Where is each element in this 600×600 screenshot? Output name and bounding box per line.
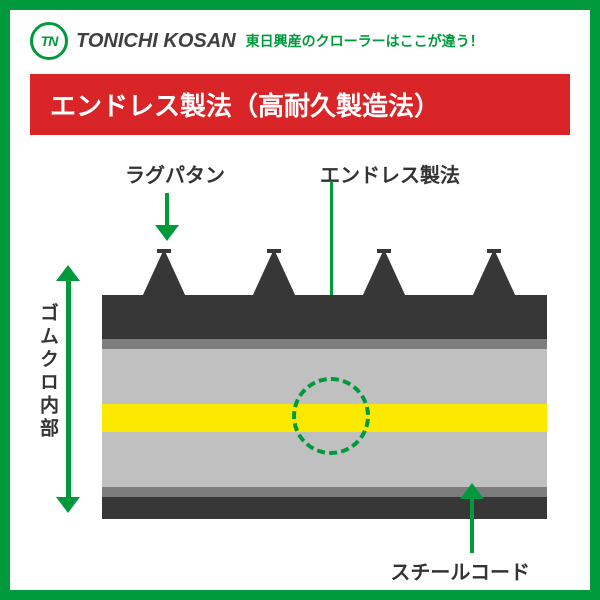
label-internal: ゴムクロ内部 bbox=[34, 303, 61, 441]
label-endless: エンドレス製法 bbox=[320, 159, 460, 188]
lug-row bbox=[102, 249, 547, 297]
arrow-down-icon bbox=[165, 193, 169, 227]
label-lug-pattern: ラグパタン bbox=[125, 159, 225, 188]
company-name: TONICHI KOSAN bbox=[76, 30, 236, 53]
lug-shape bbox=[472, 249, 516, 297]
diagram-area: ラグパタン エンドレス製法 ゴムクロ内部 スチールコード bbox=[10, 153, 590, 593]
layer-steel-top bbox=[102, 339, 547, 349]
highlight-circle-icon bbox=[292, 377, 370, 455]
lug-shape bbox=[362, 249, 406, 297]
lug-shape bbox=[252, 249, 296, 297]
double-arrow-icon bbox=[66, 279, 71, 499]
layer-belt-top bbox=[102, 295, 547, 339]
label-steel-cord: スチールコード bbox=[390, 556, 530, 585]
logo-abbrev: TN bbox=[41, 33, 58, 49]
main-container: TN TONICHI KOSAN 東日興産のクローラーはここが違う！ エンドレス… bbox=[0, 0, 600, 600]
tagline: 東日興産のクローラーはここが違う！ bbox=[246, 31, 484, 51]
logo-icon: TN bbox=[30, 22, 68, 60]
header: TN TONICHI KOSAN 東日興産のクローラーはここが違う！ bbox=[10, 10, 590, 68]
crawler-cross-section bbox=[102, 249, 547, 519]
lug-shape bbox=[142, 249, 186, 297]
title-bar: エンドレス製法（高耐久製造法） bbox=[30, 74, 570, 135]
arrow-up-icon bbox=[470, 497, 474, 553]
layer-belt-bottom bbox=[102, 497, 547, 519]
